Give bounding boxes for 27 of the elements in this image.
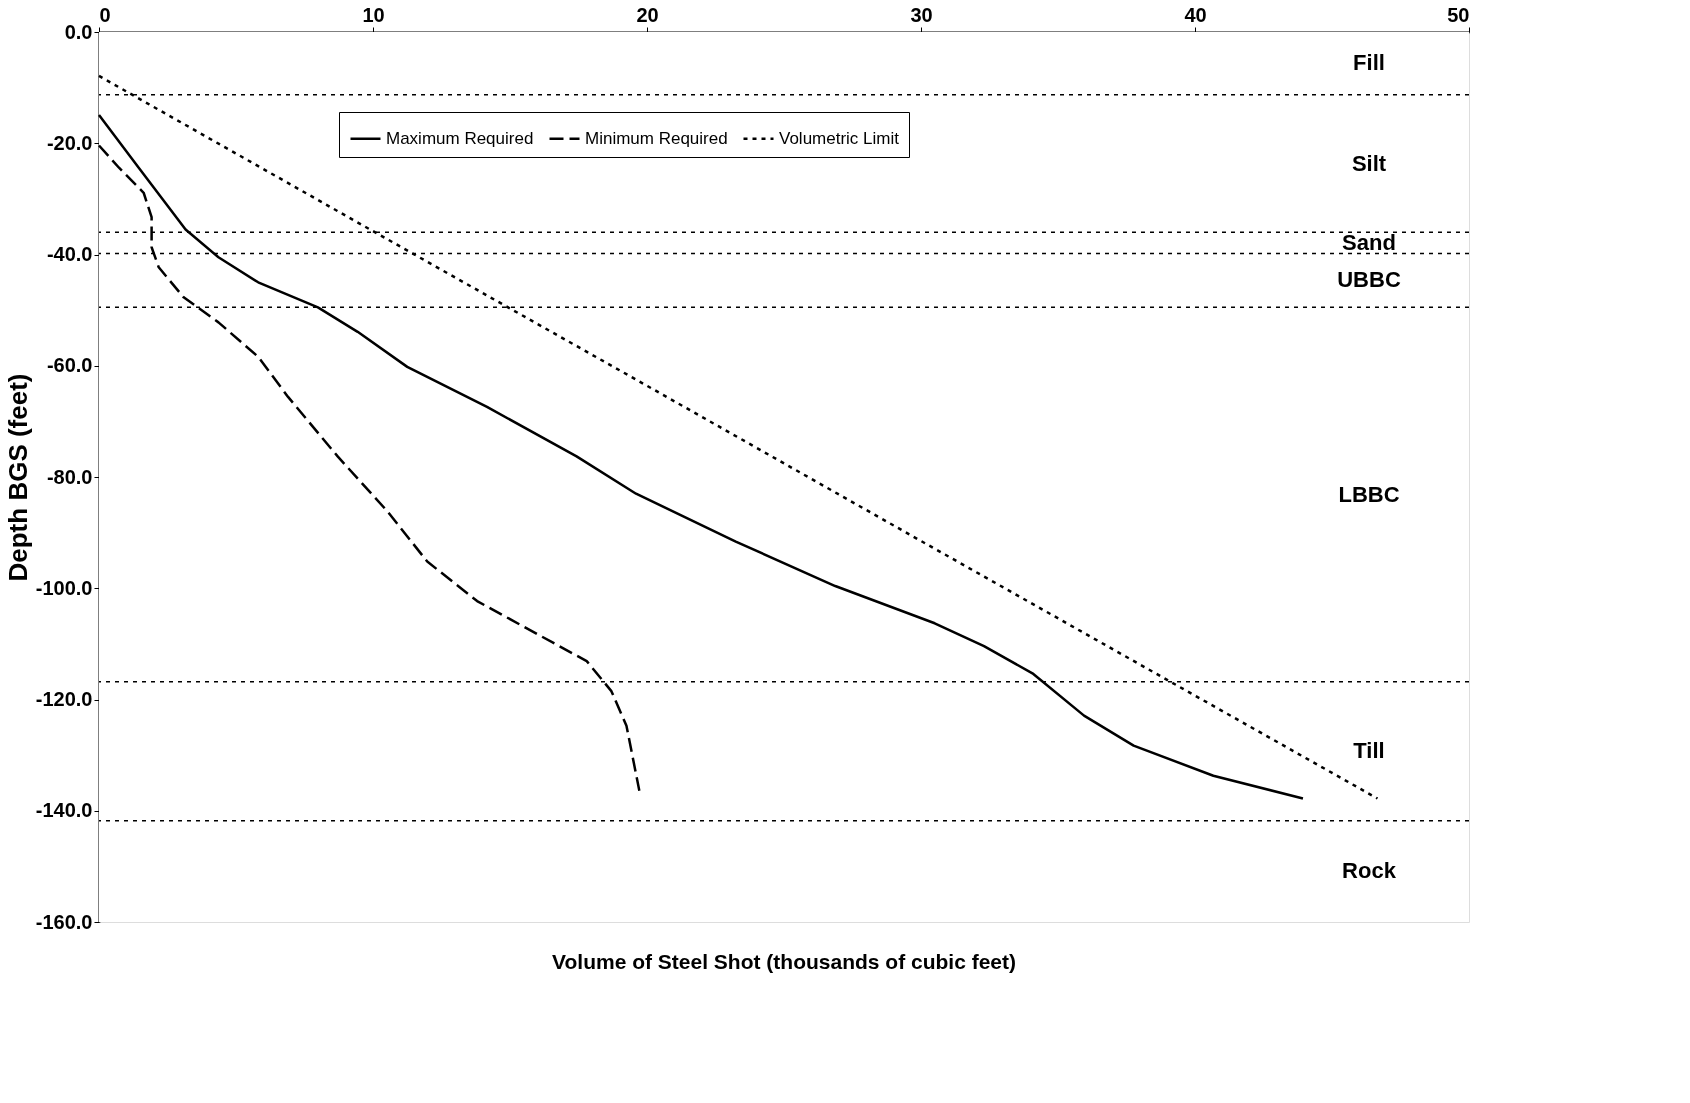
legend-label: Minimum Required [585,128,728,148]
y-tick-label: -60.0 [46,354,93,377]
x-tick-label: 30 [910,3,933,26]
x-tick-label: 50 [1447,3,1470,26]
x-tick-label: 0 [99,3,111,26]
band-label: Till [1353,738,1385,764]
y-tick-label: -20.0 [46,131,93,154]
y-tick-label: -140.0 [35,799,93,822]
x-tick-label: 20 [636,3,659,26]
y-tick-label: -120.0 [35,688,93,710]
band-label: LBBC [1338,481,1400,507]
y-tick-label: 0.0 [64,20,93,43]
legend-label: Maximum Required [386,128,534,148]
x-tick-label: 40 [1184,3,1207,26]
band-label: Sand [1342,229,1396,255]
x-axis-title: Volume of Steel Shot (thousands of cubic feet) [552,950,1016,973]
band-label: UBBC [1337,267,1401,293]
y-tick-label: -80.0 [46,465,93,488]
band-label: Rock [1342,858,1397,884]
band-label: Silt [1351,150,1387,176]
y-tick-label: -160.0 [35,910,93,933]
y-axis-title: Depth BGS (feet) [2,373,33,582]
x-tick-label: 10 [362,3,385,26]
y-tick-label: -40.0 [46,243,93,265]
band-label: Fill [1353,50,1385,76]
legend-label: Volumetric Limit [779,128,900,148]
y-tick-label: -100.0 [35,576,93,599]
